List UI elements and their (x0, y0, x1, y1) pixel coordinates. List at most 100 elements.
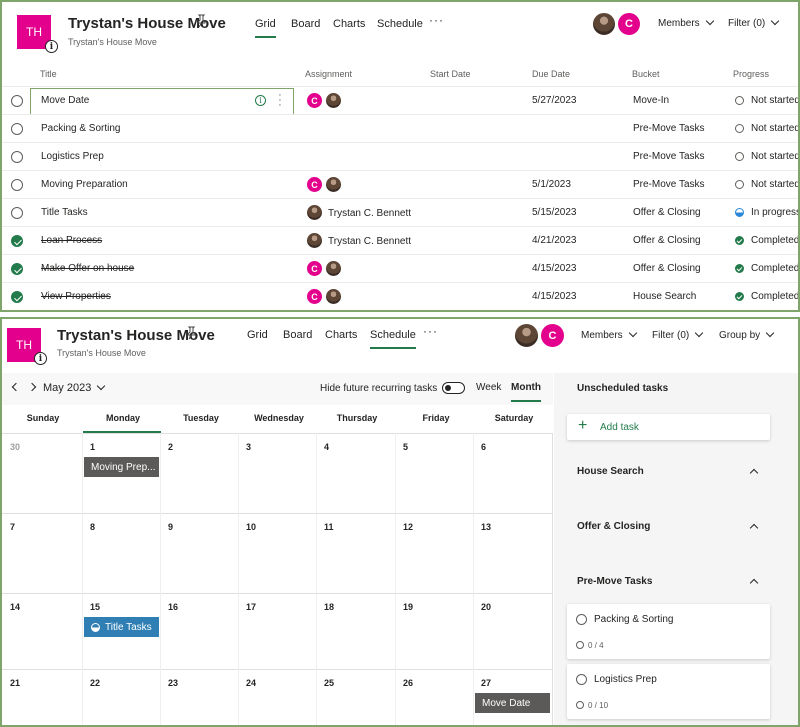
complete-task-circle-icon[interactable] (11, 207, 23, 219)
task-card-packing-sorting[interactable]: Packing & Sorting 0 / 4 (567, 604, 770, 659)
complete-task-circle-icon[interactable] (11, 151, 23, 163)
day-number[interactable]: 1 (90, 442, 96, 452)
day-number[interactable]: 22 (90, 678, 101, 688)
pin-icon[interactable] (185, 326, 198, 343)
assignee-photo-avatar[interactable] (325, 260, 342, 277)
hide-recurring-toggle[interactable] (442, 382, 465, 394)
due-date[interactable]: 5/15/2023 (532, 207, 577, 218)
completed-check-icon[interactable] (11, 263, 23, 275)
bucket[interactable]: House Search (633, 291, 697, 302)
day-number[interactable]: 9 (168, 522, 174, 532)
task-title[interactable]: Move Date (41, 95, 90, 106)
members-button[interactable]: Members (658, 16, 714, 29)
complete-task-circle-icon[interactable] (576, 614, 587, 625)
day-number[interactable]: 6 (481, 442, 487, 452)
progress-status[interactable]: Completed (751, 263, 800, 274)
complete-task-circle-icon[interactable] (11, 95, 23, 107)
day-number[interactable]: 26 (403, 678, 414, 688)
group-by-button[interactable]: Group by (719, 328, 775, 341)
day-number[interactable]: 5 (403, 442, 409, 452)
member-c-avatar[interactable]: C (617, 12, 641, 36)
day-number[interactable]: 21 (10, 678, 21, 688)
bucket[interactable]: Pre-Move Tasks (633, 123, 705, 134)
plan-info-icon[interactable]: i (45, 40, 58, 53)
section-offer-closing[interactable]: Offer & Closing (577, 521, 651, 532)
more-actions-icon[interactable]: · · · (278, 89, 282, 111)
progress-status[interactable]: Completed (751, 235, 800, 246)
day-number[interactable]: 10 (246, 522, 257, 532)
complete-task-circle-icon[interactable] (576, 674, 587, 685)
table-row[interactable]: Make Offer on house C 4/15/2023 Offer & Clo… (2, 254, 800, 282)
calendar-event[interactable]: Title Tasks (84, 617, 159, 637)
progress-status[interactable]: Completed (751, 291, 800, 302)
day-number[interactable]: 20 (481, 602, 492, 612)
column-header-bucket[interactable]: Bucket (632, 69, 660, 79)
table-row[interactable]: i · · · Move Date C 5/27/2023 Move-In Not starte… (2, 86, 800, 115)
bucket[interactable]: Offer & Closing (633, 207, 701, 218)
day-number[interactable]: 3 (246, 442, 252, 452)
task-title[interactable]: Loan Process (41, 235, 103, 246)
column-header-start-date[interactable]: Start Date (430, 69, 471, 79)
complete-task-circle-icon[interactable] (11, 179, 23, 191)
completed-check-icon[interactable] (11, 235, 23, 247)
assignee-photo-avatar[interactable] (325, 288, 342, 305)
tab-schedule[interactable]: Schedule (377, 18, 423, 30)
bucket[interactable]: Offer & Closing (633, 235, 701, 246)
task-title[interactable]: Moving Preparation (41, 179, 128, 190)
members-button[interactable]: Members (581, 328, 637, 341)
more-options-icon[interactable]: ··· (429, 13, 444, 27)
assignee-photo-avatar[interactable] (306, 204, 323, 221)
member-photo-avatar[interactable] (592, 12, 616, 36)
task-title[interactable]: Logistics Prep (41, 151, 104, 162)
task-title[interactable]: Packing & Sorting (41, 123, 121, 134)
day-number[interactable]: 15 (90, 602, 101, 612)
bucket[interactable]: Pre-Move Tasks (633, 179, 705, 190)
due-date[interactable]: 4/15/2023 (532, 291, 577, 302)
due-date[interactable]: 4/21/2023 (532, 235, 577, 246)
task-title[interactable]: Make Offer on house (41, 263, 135, 274)
day-number[interactable]: 24 (246, 678, 257, 688)
plan-avatar[interactable]: TH (17, 15, 51, 49)
due-date[interactable]: 4/15/2023 (532, 263, 577, 274)
progress-status[interactable]: Not started (751, 179, 800, 190)
complete-task-circle-icon[interactable] (11, 123, 23, 135)
section-pre-move-tasks[interactable]: Pre-Move Tasks (577, 576, 653, 587)
more-options-icon[interactable]: ··· (423, 324, 438, 338)
progress-status[interactable]: Not started (751, 151, 800, 162)
due-date[interactable]: 5/27/2023 (532, 95, 577, 106)
assignee-photo-avatar[interactable] (325, 176, 342, 193)
tab-board[interactable]: Board (291, 18, 321, 30)
progress-status[interactable]: Not started (751, 123, 800, 134)
assignee-photo-avatar[interactable] (306, 232, 323, 249)
day-number[interactable]: 17 (246, 602, 257, 612)
day-number[interactable]: 25 (324, 678, 335, 688)
day-number[interactable]: 2 (168, 442, 174, 452)
assignee-c-avatar[interactable]: C (306, 260, 323, 277)
task-title[interactable]: Title Tasks (41, 207, 88, 218)
pin-icon[interactable] (195, 14, 208, 31)
column-header-progress[interactable]: Progress (733, 69, 770, 79)
assignee-c-avatar[interactable]: C (306, 288, 323, 305)
calendar-event[interactable]: Moving Prep... (84, 457, 159, 477)
bucket[interactable]: Offer & Closing (633, 263, 701, 274)
assignee-c-avatar[interactable]: C (306, 176, 323, 193)
progress-status[interactable]: Not started (751, 95, 800, 106)
day-number[interactable]: 8 (90, 522, 96, 532)
tab-charts[interactable]: Charts (333, 18, 366, 30)
section-house-search[interactable]: House Search (577, 466, 644, 477)
calendar-event[interactable]: Move Date (475, 693, 550, 713)
table-row[interactable]: View Properties C 4/15/2023 House Search Com… (2, 282, 800, 310)
task-title[interactable]: View Properties (41, 291, 111, 302)
progress-status[interactable]: In progress (751, 207, 800, 218)
day-number[interactable]: 16 (168, 602, 179, 612)
day-number[interactable]: 7 (10, 522, 16, 532)
table-row[interactable]: Loan Process Trystan C. Bennett 4/21/2023 O… (2, 226, 800, 254)
month-picker[interactable]: May 2023 (43, 381, 106, 394)
day-number[interactable]: 30 (10, 442, 21, 452)
table-row[interactable]: Logistics Prep Pre-Move Tasks Not started (2, 142, 800, 170)
column-header-assignment[interactable]: Assignment (305, 69, 353, 79)
assignee-photo-avatar[interactable] (325, 92, 342, 109)
member-c-avatar[interactable]: C (540, 323, 565, 348)
column-header-title[interactable]: Title (40, 69, 57, 79)
member-photo-avatar[interactable] (514, 323, 539, 348)
